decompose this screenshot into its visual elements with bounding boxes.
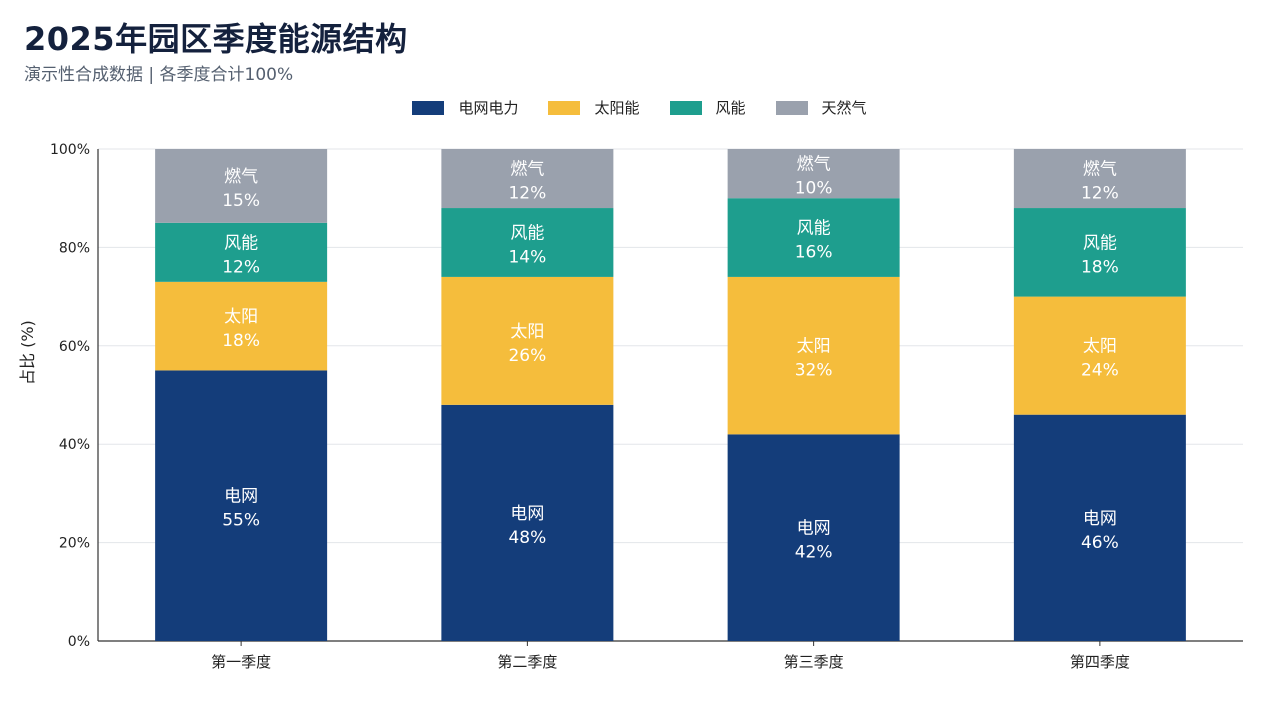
bar-segment — [155, 222, 328, 282]
legend-swatch-grid — [412, 100, 445, 115]
data-label-name: 电网 — [510, 504, 544, 524]
x-tick-label: 第一季度 — [211, 653, 271, 671]
legend-item-wind: 风能 — [669, 97, 746, 118]
bar-segment — [1013, 414, 1186, 641]
bar-segment — [1013, 296, 1186, 415]
data-label-name: 燃气 — [797, 155, 831, 175]
legend-label-solar: 太阳能 — [594, 99, 640, 117]
data-label-name: 燃气 — [224, 167, 258, 187]
legend-label-gas: 天然气 — [821, 99, 867, 117]
data-label-name: 电网 — [797, 519, 831, 539]
data-label-value: 32% — [795, 361, 833, 381]
bar-segment — [727, 198, 900, 277]
data-label-name: 太阳 — [510, 322, 544, 342]
bar-segment — [727, 276, 900, 435]
data-label-value: 46% — [1081, 533, 1119, 553]
bar-segment — [1013, 149, 1186, 209]
data-label-value: 18% — [222, 331, 260, 351]
x-tick-label: 第四季度 — [1070, 653, 1130, 671]
data-label-value: 24% — [1081, 361, 1119, 381]
bar-segment — [441, 208, 614, 277]
bar-segment — [441, 276, 614, 405]
x-tick-label: 第二季度 — [497, 653, 557, 671]
legend-item-grid: 电网电力 — [412, 97, 518, 118]
bar-segment — [441, 404, 614, 641]
chart-title: 2025年园区季度能源结构 — [24, 20, 408, 58]
bar-segment — [441, 149, 614, 209]
y-tick-label: 0% — [68, 634, 90, 650]
data-label-value: 42% — [795, 543, 833, 563]
data-label-value: 12% — [508, 184, 546, 204]
bar-segment — [155, 281, 328, 371]
legend-swatch-gas — [775, 100, 808, 115]
legend-swatch-solar — [548, 100, 581, 115]
data-label-value: 48% — [508, 528, 546, 548]
legend-item-solar: 太阳能 — [548, 97, 640, 118]
data-label-name: 风能 — [510, 223, 544, 243]
data-label-value: 14% — [508, 247, 546, 267]
bar-segment — [155, 370, 328, 641]
data-label-value: 10% — [795, 179, 833, 199]
data-label-name: 燃气 — [1083, 160, 1117, 180]
bar-segment — [727, 149, 900, 199]
bar-segment — [1013, 208, 1186, 297]
bar-segment — [727, 434, 900, 641]
legend-label-grid: 电网电力 — [458, 99, 519, 117]
data-label-name: 风能 — [797, 219, 831, 239]
data-label-value: 16% — [795, 243, 833, 263]
data-label-value: 55% — [222, 511, 260, 531]
legend-item-gas: 天然气 — [775, 97, 867, 118]
legend-swatch-wind — [669, 100, 702, 115]
legend-label-wind: 风能 — [715, 99, 746, 117]
data-label-value: 18% — [1081, 257, 1119, 277]
data-label-name: 电网 — [224, 487, 258, 507]
y-tick-label: 20% — [59, 536, 90, 552]
data-label-value: 12% — [222, 257, 260, 277]
x-tick-label: 第三季度 — [784, 653, 844, 671]
data-label-name: 风能 — [224, 233, 258, 253]
data-label-name: 燃气 — [510, 160, 544, 180]
data-label-value: 12% — [1081, 184, 1119, 204]
y-tick-label: 80% — [59, 240, 90, 256]
legend: 电网电力 太阳能 风能 天然气 — [0, 97, 1279, 118]
data-label-name: 太阳 — [224, 307, 258, 327]
data-label-name: 太阳 — [1083, 337, 1117, 357]
bar-segment — [155, 149, 328, 223]
y-tick-label: 60% — [59, 339, 90, 355]
data-label-value: 15% — [222, 191, 260, 211]
chart-subtitle: 演示性合成数据 | 各季度合计100% — [24, 65, 294, 85]
data-label-name: 风能 — [1083, 233, 1117, 253]
data-label-name: 电网 — [1083, 509, 1117, 529]
data-label-value: 26% — [508, 346, 546, 366]
data-label-name: 太阳 — [797, 337, 831, 357]
y-tick-label: 100% — [50, 142, 90, 158]
y-tick-label: 40% — [59, 437, 90, 453]
